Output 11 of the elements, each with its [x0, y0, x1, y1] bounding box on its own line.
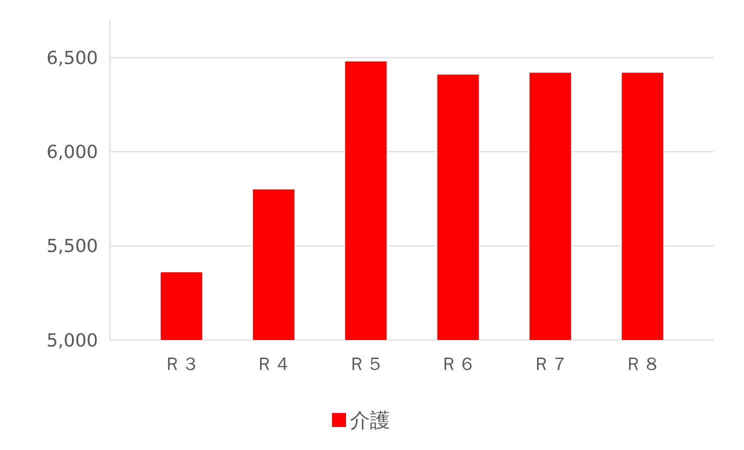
- x-tick-label: Ｒ４: [256, 354, 292, 375]
- y-tick-label: 5,500: [46, 236, 98, 258]
- x-tick-label: Ｒ６: [440, 354, 476, 375]
- x-tick-label: Ｒ５: [348, 354, 384, 375]
- y-tick-label: 6,500: [46, 48, 98, 69]
- legend-label: 介護: [350, 408, 390, 432]
- y-tick-label: 6,000: [46, 142, 98, 164]
- x-tick-label: Ｒ８: [624, 354, 661, 375]
- x-tick-label: Ｒ７: [532, 354, 568, 375]
- x-tick-label: Ｒ３: [163, 354, 200, 375]
- y-tick-label: 5,000: [46, 330, 98, 352]
